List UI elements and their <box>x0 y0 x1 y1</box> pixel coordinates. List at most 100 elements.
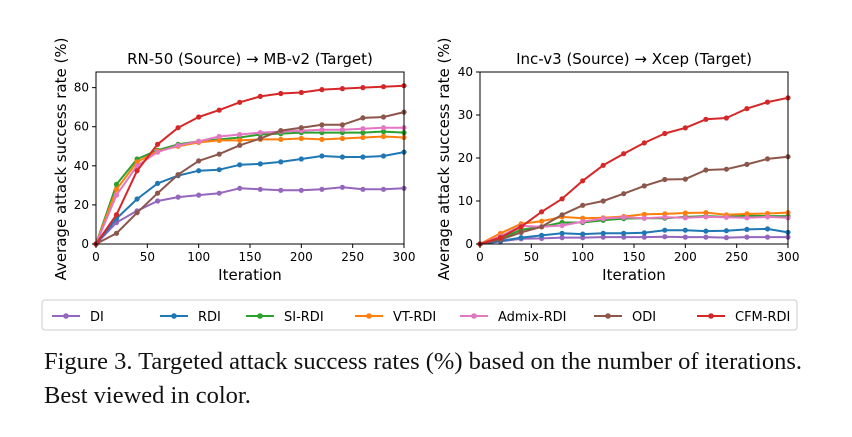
data-point <box>641 211 647 217</box>
legend-swatch-marker <box>605 313 611 319</box>
data-point <box>360 130 366 136</box>
data-point <box>155 141 161 147</box>
data-point <box>641 234 647 240</box>
data-point <box>621 151 627 157</box>
x-tick-label: 300 <box>393 250 416 264</box>
legend-item-rdi: RDI <box>160 310 221 325</box>
data-point <box>703 210 709 216</box>
chart-title: RN-50 (Source) → MB-v2 (Target) <box>127 50 373 68</box>
data-point <box>257 135 263 142</box>
data-point <box>723 228 730 234</box>
series-line-rdi <box>95 151 405 245</box>
data-point <box>278 128 284 134</box>
data-point <box>580 178 586 184</box>
data-point <box>380 84 387 90</box>
data-point <box>641 215 647 221</box>
data-point <box>298 125 304 131</box>
series-line-di <box>95 186 405 245</box>
data-point <box>339 86 345 92</box>
data-point <box>744 215 750 221</box>
y-axis-label: Average attack success rate (%) <box>435 38 453 281</box>
x-tick-label: 50 <box>524 250 539 264</box>
data-point <box>339 135 345 142</box>
data-point <box>580 219 586 225</box>
data-point <box>175 125 181 131</box>
data-point <box>621 191 627 197</box>
data-point <box>682 125 688 131</box>
data-point <box>703 234 709 240</box>
data-point <box>764 226 771 232</box>
figure-caption: Figure 3. Targeted attack success rates … <box>44 348 802 409</box>
chart-title: Inc-v3 (Source) → Xcep (Target) <box>516 50 752 68</box>
y-tick-label: 30 <box>458 108 473 122</box>
legend-label: ODI <box>632 310 656 325</box>
data-point <box>257 186 263 192</box>
series-line-cfm-rdi <box>95 84 405 245</box>
data-point <box>237 131 243 138</box>
data-point <box>237 99 243 105</box>
y-tick-label: 60 <box>74 120 89 134</box>
data-point <box>175 172 181 178</box>
legend-label: RDI <box>198 310 221 325</box>
series-line-vt-rdi <box>479 211 789 245</box>
x-tick-label: 150 <box>623 250 646 264</box>
data-point <box>257 161 263 167</box>
data-point <box>134 163 140 169</box>
series-line-di <box>479 235 788 245</box>
data-point <box>380 153 387 159</box>
data-point <box>237 162 243 168</box>
data-point <box>641 140 647 146</box>
legend-swatch-marker <box>63 313 69 319</box>
data-point <box>764 214 771 220</box>
data-point <box>600 216 606 222</box>
legend-item-vt-rdi: VT-RDI <box>355 310 436 325</box>
data-point <box>298 89 304 96</box>
data-point <box>744 106 750 112</box>
data-point <box>216 190 222 196</box>
series-line-si-rdi <box>95 130 405 245</box>
data-point <box>175 194 181 200</box>
data-point <box>360 154 366 160</box>
data-point <box>339 127 345 133</box>
data-point <box>559 230 565 236</box>
data-point <box>662 234 668 240</box>
data-point <box>134 210 140 216</box>
data-point <box>703 167 709 173</box>
data-point <box>196 192 202 198</box>
series-line-odi <box>479 155 789 245</box>
x-tick-label: 100 <box>187 250 210 264</box>
data-point <box>319 122 325 128</box>
data-point <box>278 187 284 193</box>
chart-left: RN-50 (Source) → MB-v2 (Target) Average … <box>52 38 415 284</box>
data-point <box>155 149 161 155</box>
data-point <box>580 231 586 237</box>
data-point <box>539 232 545 238</box>
data-point <box>682 227 688 233</box>
data-point <box>278 90 284 97</box>
data-point <box>216 167 222 173</box>
legend-label: DI <box>90 310 104 325</box>
y-tick-label: 20 <box>458 151 473 165</box>
legend-item-di: DI <box>52 310 104 325</box>
data-point <box>764 156 771 162</box>
data-point <box>278 136 284 142</box>
data-point <box>216 137 222 143</box>
y-tick-label: 80 <box>74 81 89 95</box>
series-line-vt-rdi <box>95 135 405 245</box>
data-point <box>380 186 387 192</box>
legend-label: CFM-RDI <box>735 310 790 325</box>
data-point <box>641 183 647 189</box>
data-point <box>360 134 366 141</box>
data-point <box>539 224 545 230</box>
series-group <box>477 95 791 247</box>
data-point <box>703 228 709 234</box>
data-point <box>682 234 688 240</box>
data-point <box>278 159 284 165</box>
data-point <box>134 196 140 202</box>
data-point <box>559 212 565 218</box>
data-point <box>216 107 222 113</box>
x-tick-label: 50 <box>140 250 155 264</box>
legend-item-admix-rdi: Admix-RDI <box>460 310 566 325</box>
data-point <box>662 214 668 220</box>
y-tick-label: 0 <box>465 237 473 251</box>
